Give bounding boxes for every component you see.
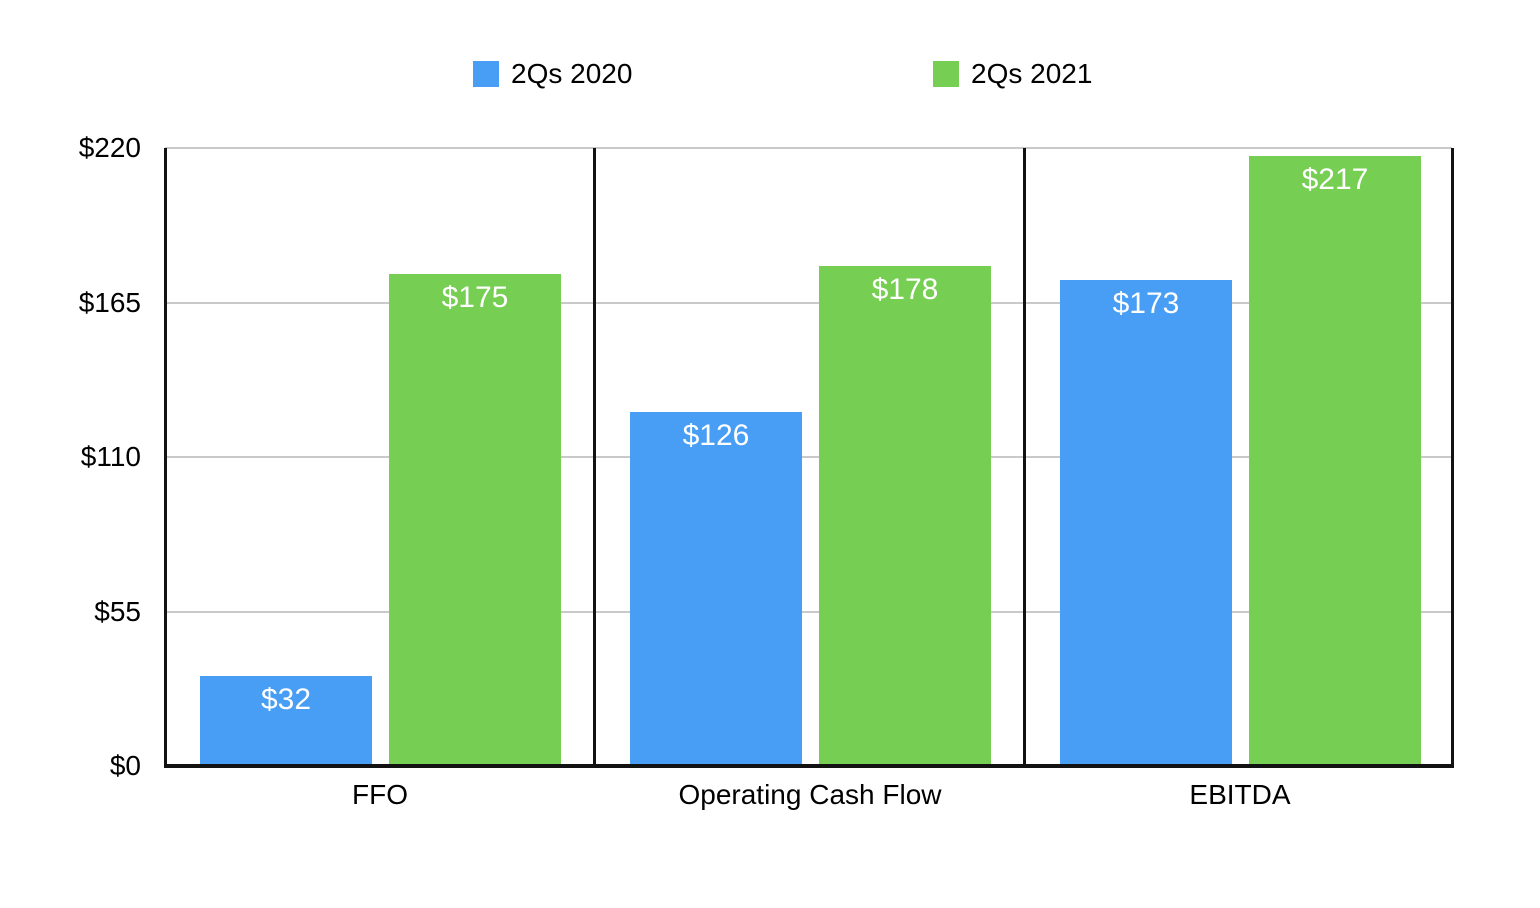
bar-2qs-2021-ebitda: $217 <box>1249 156 1421 766</box>
gridline-110 <box>165 456 1452 458</box>
bar-value-label: $178 <box>871 272 939 306</box>
bar-2qs-2020-operating-cash-flow: $126 <box>630 412 802 766</box>
gridline-165 <box>165 301 1452 304</box>
x-axis-line <box>164 764 1454 768</box>
plot-right-border <box>1451 148 1454 766</box>
legend-swatch-2021 <box>933 61 959 87</box>
bar-value-label: $217 <box>1301 163 1369 197</box>
y-tick-0: $0 <box>109 750 141 781</box>
y-tick-55: $55 <box>94 595 141 627</box>
y-axis-line <box>164 148 167 766</box>
panel-divider-2 <box>1023 148 1026 766</box>
legend-label-2020: 2Qs 2020 <box>511 58 633 89</box>
bar-value-label: $32 <box>260 683 312 717</box>
bar-value-label: $175 <box>441 281 509 315</box>
bar-value-label: $173 <box>1112 287 1180 321</box>
gridline-220 <box>165 147 1452 149</box>
gridline-55 <box>165 610 1452 613</box>
panel-divider-1 <box>593 148 596 766</box>
bar-2qs-2020-ebitda: $173 <box>1060 280 1232 766</box>
bar-2qs-2021-operating-cash-flow: $178 <box>819 265 991 766</box>
bar-2qs-2020-ffo: $32 <box>200 676 372 766</box>
legend-label-2021: 2Qs 2021 <box>971 58 1093 89</box>
legend-swatch-2020 <box>473 61 499 87</box>
y-tick-110: $110 <box>80 441 141 472</box>
category-label-ffo: FFO <box>352 779 408 810</box>
legend-item-2qs-2021: 2Qs 2021 <box>933 58 1092 90</box>
bar-value-label: $126 <box>682 419 750 453</box>
legend-item-2qs-2020: 2Qs 2020 <box>473 58 632 90</box>
y-tick-165: $165 <box>78 286 141 318</box>
category-label-operating-cash-flow: Operating Cash Flow <box>678 779 942 810</box>
bar-2qs-2021-ffo: $175 <box>389 274 561 766</box>
y-tick-220: $220 <box>78 132 141 163</box>
category-label-ebitda: EBITDA <box>1189 779 1291 810</box>
